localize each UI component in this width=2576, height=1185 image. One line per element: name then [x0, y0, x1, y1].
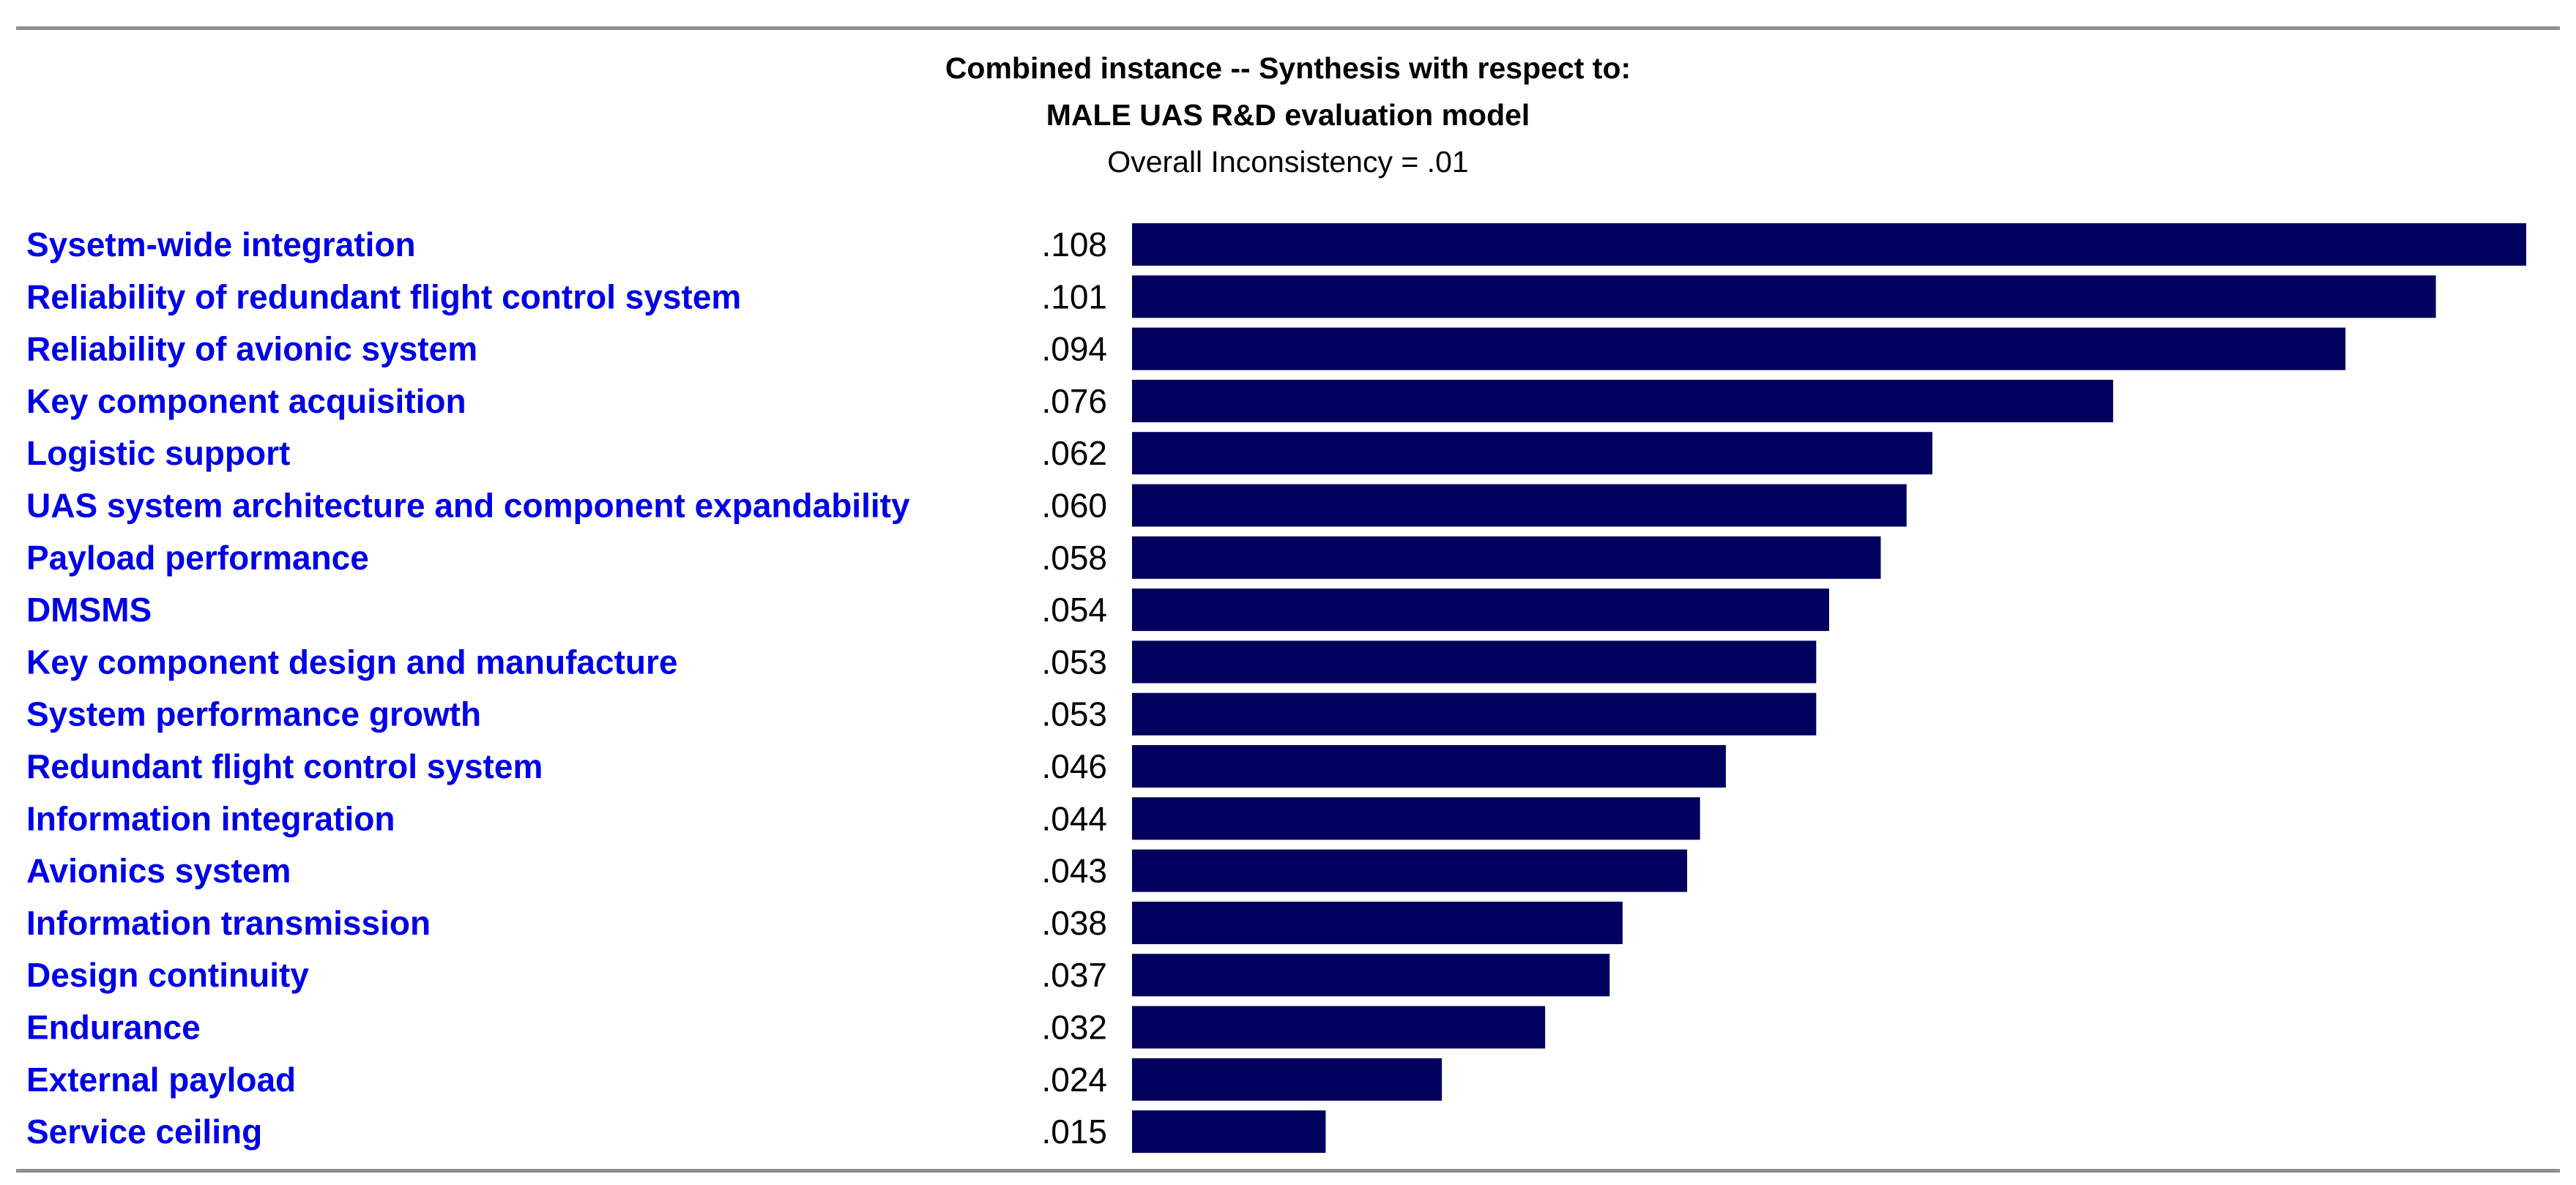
bar [1132, 692, 1817, 736]
category-label: Endurance [26, 1009, 201, 1047]
value-label: .060 [1041, 487, 1107, 525]
category-label: Logistic support [26, 434, 290, 472]
bar [1132, 1058, 1443, 1101]
bar [1132, 432, 1933, 475]
value-label: .054 [1041, 591, 1107, 629]
value-label: .053 [1041, 695, 1107, 733]
category-label: Information transmission [26, 904, 431, 942]
bar [1132, 849, 1688, 892]
category-label: Sysetm-wide integration [26, 225, 416, 263]
value-label: .037 [1041, 956, 1107, 994]
category-label: UAS system architecture and component ex… [26, 487, 910, 525]
value-label: .062 [1041, 434, 1107, 472]
bar [1132, 536, 1881, 579]
category-label: DMSMS [26, 591, 152, 629]
category-label: Service ceiling [26, 1113, 262, 1151]
category-label: Reliability of redundant flight control … [26, 277, 741, 315]
bar [1132, 1110, 1326, 1154]
category-label: Avionics system [26, 852, 291, 890]
value-label: .043 [1041, 852, 1107, 890]
chart-frame: Combined instance -- Synthesis with resp… [16, 26, 2560, 1173]
bar [1132, 327, 2346, 370]
bar [1132, 275, 2436, 318]
bar [1132, 954, 1610, 997]
bar [1132, 223, 2526, 266]
value-label: .015 [1041, 1113, 1107, 1151]
bar [1132, 1006, 1546, 1049]
bar-chart: Sysetm-wide integration .108 Reliability o… [26, 223, 2526, 1154]
category-label: Key component acquisition [26, 382, 466, 420]
category-label: External payload [26, 1061, 296, 1099]
category-label: Reliability of avionic system [26, 330, 477, 368]
value-label: .046 [1041, 747, 1107, 785]
category-label: Key component design and manufacture [26, 643, 677, 681]
category-label: System performance growth [26, 695, 481, 733]
value-label: .058 [1041, 539, 1107, 577]
bar [1132, 640, 1817, 684]
category-label: Redundant flight control system [26, 747, 543, 785]
bar [1132, 484, 1907, 527]
title-block: Combined instance -- Synthesis with resp… [16, 45, 2560, 185]
bar [1132, 379, 2113, 422]
chart-title: Combined instance -- Synthesis with resp… [945, 51, 1631, 85]
bar [1132, 797, 1700, 840]
bar [1132, 745, 1726, 788]
category-label: Design continuity [26, 956, 309, 994]
value-label: .076 [1041, 382, 1107, 420]
value-label: .044 [1041, 799, 1107, 837]
bar [1132, 901, 1623, 944]
category-label: Payload performance [26, 539, 369, 577]
category-label: Information integration [26, 799, 395, 837]
inconsistency-annotation: Overall Inconsistency = .01 [1107, 145, 1469, 179]
value-label: .038 [1041, 904, 1107, 942]
value-label: .101 [1041, 277, 1107, 315]
bar [1132, 588, 1829, 632]
value-label: .032 [1041, 1009, 1107, 1047]
value-label: .108 [1041, 225, 1107, 263]
value-label: .094 [1041, 330, 1107, 368]
value-label: .053 [1041, 643, 1107, 681]
value-label: .024 [1041, 1061, 1107, 1099]
chart-subtitle: MALE UAS R&D evaluation model [1046, 98, 1530, 132]
